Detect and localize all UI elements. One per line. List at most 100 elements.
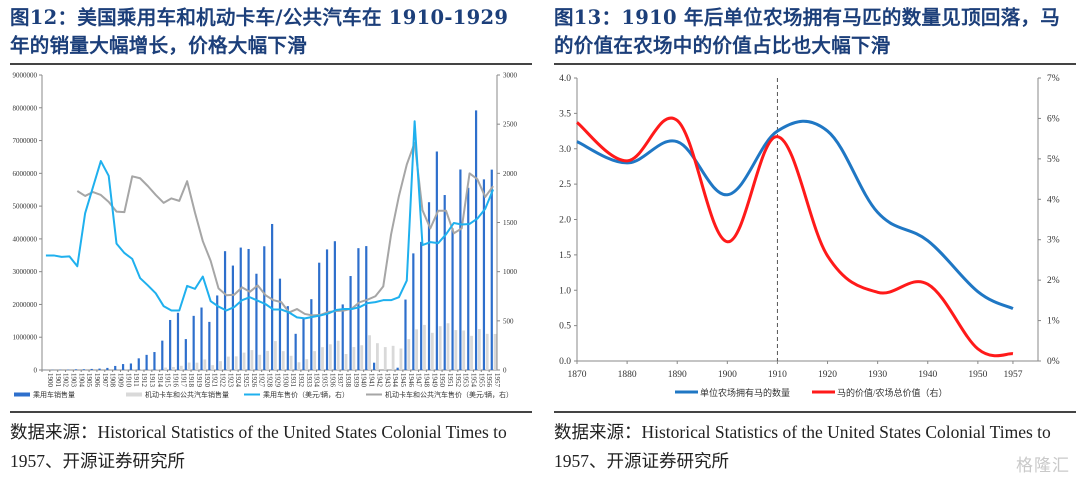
legend-horses-label: 单位农场拥有马的数量 — [700, 387, 790, 398]
car-sales-bar — [231, 265, 234, 370]
truck-sales-bar — [477, 329, 481, 370]
x-axis-tick-label: 1903 — [69, 373, 77, 388]
truck-sales-bar — [383, 347, 387, 370]
car-sales-bar — [294, 333, 297, 370]
x-axis-tick-label: 1914 — [156, 373, 164, 388]
truck-sales-bar — [423, 324, 426, 370]
truck-sales-bar — [156, 369, 160, 370]
car-sales-bar — [325, 249, 329, 370]
figure-12-source: 数据来源：Historical Statistics of the United… — [10, 422, 507, 471]
figure-13-panel: 图13：1910 年后单位农场拥有马匹的数量见顶回落，马的价值在农场中的价值占比… — [550, 0, 1080, 478]
car-sales-bar — [404, 299, 407, 370]
x-axis-tick-label: 1954 — [470, 373, 478, 388]
car-sales-bar — [145, 354, 148, 370]
car-sales-bar — [216, 295, 219, 370]
truck-sales-bar — [258, 354, 262, 370]
car-sales-bar — [192, 315, 195, 370]
x-axis-tick-label: 1940 — [360, 373, 368, 388]
truck-sales-bar — [485, 333, 489, 370]
car-sales-bar — [98, 368, 101, 370]
car-sales-bar — [161, 340, 164, 370]
x-axis-tick-label: 1927 — [258, 373, 266, 388]
left-axis-tick-label: 8000000 — [13, 104, 38, 112]
left-axis-tick-label: 6000000 — [13, 170, 38, 178]
x-axis-tick-label: 1880 — [618, 370, 637, 380]
legend-horse-value-label: 马的价值/农场总价值（右） — [837, 387, 948, 398]
car-sales-bar — [82, 369, 85, 370]
right-axis-tick-label: 3% — [1047, 236, 1060, 246]
car-sales-bar — [255, 273, 258, 370]
x-axis-tick-label: 1940 — [918, 370, 937, 380]
left-axis-tick-label: 4000000 — [13, 235, 38, 243]
truck-sales-bar — [219, 361, 222, 370]
car-price-line — [45, 120, 495, 320]
car-sales-bar — [451, 228, 454, 370]
car-sales-bar — [435, 151, 438, 370]
truck-sales-bar — [179, 365, 183, 370]
x-axis-tick-label: 1948 — [422, 373, 430, 388]
x-axis-tick-label: 1945 — [399, 373, 407, 388]
figure-12-title: 图12：美国乘用车和机动卡车/公共汽车在 1910-1929 年的销量大幅增长，… — [10, 6, 509, 57]
car-sales-bar — [333, 241, 336, 370]
car-sales-bar — [153, 352, 156, 370]
truck-sales-bar — [281, 351, 285, 370]
right-axis-tick-label: 1500 — [503, 219, 518, 227]
x-axis-tick-label: 1955 — [477, 373, 485, 388]
x-axis-tick-label: 1921 — [211, 373, 219, 388]
x-axis-tick-label: 1930 — [281, 373, 289, 388]
left-axis-tick-label: 0 — [34, 367, 38, 375]
right-axis-tick-label: 6% — [1047, 114, 1060, 124]
x-axis-tick-label: 1908 — [109, 373, 117, 388]
truck-sales-bar — [328, 344, 332, 370]
truck-sales-bar — [454, 330, 458, 370]
left-axis-tick-label: 1.0 — [559, 286, 571, 296]
truck-sales-bar — [470, 335, 473, 370]
legend-car-sales-label: 乘用车销售量 — [33, 390, 75, 399]
x-axis-tick-label: 1950 — [968, 370, 987, 380]
truck-sales-bar — [234, 356, 238, 370]
car-sales-bar — [200, 307, 203, 370]
car-sales-bar — [412, 253, 415, 370]
truck-sales-bar — [140, 369, 144, 370]
car-sales-bar — [443, 195, 446, 370]
x-axis-tick-label: 1942 — [375, 373, 383, 388]
truck-sales-bar — [368, 335, 371, 370]
truck-sales-bar — [250, 350, 254, 370]
truck-sales-bar — [266, 350, 269, 370]
x-axis-tick-label: 1934 — [313, 373, 321, 388]
truck-sales-bar — [462, 330, 466, 370]
truck-sales-bar — [313, 351, 317, 370]
car-sales-bar — [176, 312, 180, 370]
truck-sales-bar — [493, 333, 497, 370]
car-sales-bar — [106, 367, 109, 370]
x-axis-tick-label: 1919 — [195, 373, 203, 388]
left-axis-tick-label: 3.5 — [559, 109, 571, 119]
source-rule — [10, 411, 532, 413]
truck-sales-bar — [407, 339, 411, 370]
truck-sales-bar — [360, 345, 364, 370]
legend-truck-sales-label: 机动卡车和公共汽车销售量 — [145, 390, 229, 399]
truck-sales-bar — [164, 367, 167, 370]
x-axis-tick-label: 1920 — [203, 373, 211, 388]
truck-sales-bar — [203, 359, 207, 370]
x-axis-tick-label: 1920 — [818, 370, 837, 380]
left-axis-tick-label: 4.0 — [559, 74, 571, 84]
left-axis-tick-label: 0.0 — [559, 357, 571, 367]
figure-13-source: 数据来源：Historical Statistics of the United… — [554, 422, 1051, 471]
x-axis-tick-label: 1938 — [344, 373, 352, 388]
truck-sales-bar — [438, 326, 442, 370]
x-axis-tick-label: 1902 — [62, 373, 70, 388]
truck-sales-bar — [430, 332, 434, 370]
truck-sales-bar — [321, 347, 324, 370]
x-axis-tick-label: 1946 — [407, 373, 415, 388]
car-sales-bar — [263, 246, 266, 370]
car-sales-bar — [490, 169, 493, 370]
car-sales-bar — [169, 319, 172, 370]
truck-sales-bar — [399, 348, 403, 370]
car-sales-bar — [365, 246, 368, 370]
truck-sales-bar — [274, 341, 277, 370]
x-axis-tick-label: 1925 — [242, 373, 250, 388]
x-axis-tick-label: 1929 — [273, 373, 281, 388]
truck-sales-bar — [242, 352, 246, 370]
car-sales-bar — [271, 223, 274, 370]
